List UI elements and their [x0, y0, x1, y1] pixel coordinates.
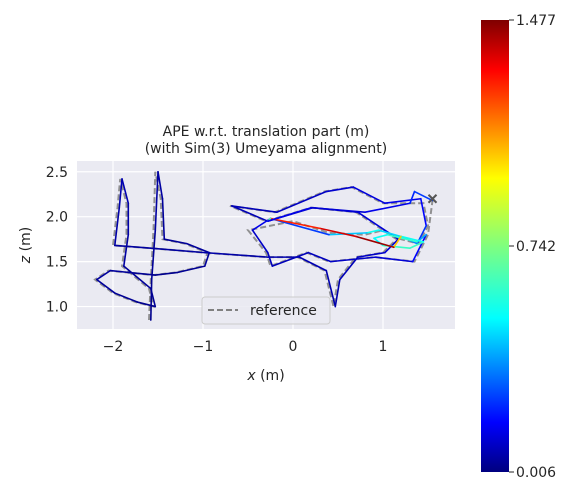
estimate-segment: [231, 205, 269, 222]
y-axis-unit: (m): [18, 227, 34, 256]
end-marker-stroke: [427, 194, 438, 204]
estimate-segment: [400, 235, 425, 243]
colorbar-label-max: 1.477: [516, 13, 556, 29]
estimate-segment: [266, 206, 312, 222]
estimate-segment: [269, 217, 321, 230]
estimate-segment: [161, 197, 166, 240]
estimate-segment: [204, 251, 269, 258]
estimate-segment: [150, 287, 157, 308]
estimate-segment: [310, 206, 366, 214]
estimate-segment: [419, 197, 428, 227]
estimate-segment: [231, 205, 278, 214]
estimate-segment: [186, 242, 211, 254]
legend-reference-label: reference: [250, 303, 317, 319]
estimate-segment: [334, 278, 341, 308]
estimate-segment: [150, 278, 153, 321]
estimate-segment: [328, 232, 368, 236]
chart-title-line1: APE w.r.t. translation part (m): [163, 124, 370, 140]
estimate-segment: [409, 190, 416, 205]
x-tick-label: −2: [103, 339, 124, 355]
x-tick-labels: −2 −1 0 1: [103, 339, 388, 355]
estimate-segment: [377, 229, 402, 238]
y-tick-label: 2.0: [46, 210, 68, 226]
x-axis-label: x (m): [246, 368, 284, 384]
estimate-segment: [329, 256, 377, 263]
estimate-segment: [114, 244, 152, 249]
estimate-segment: [411, 233, 428, 263]
legend: reference: [201, 296, 331, 325]
estimate-segment: [386, 233, 419, 243]
estimate-segment: [373, 233, 389, 240]
estimate-segment: [177, 265, 206, 274]
x-tick-label: 1: [379, 339, 388, 355]
estimate-segment: [118, 178, 123, 209]
y-tick-label: 1.5: [46, 255, 68, 271]
colorbar: 1.477 0.742 0.006: [481, 13, 556, 481]
estimate-segment: [204, 251, 211, 267]
y-tick-label: 2.5: [46, 165, 68, 181]
x-axis-var: x: [246, 368, 256, 384]
colorbar-label-mid: 0.742: [516, 239, 556, 255]
chart-title-line2: (with Sim(3) Umeyama alignment): [145, 141, 388, 157]
estimate-segment: [356, 251, 386, 258]
y-axis-var: z: [18, 255, 34, 264]
y-tick-label: 1.0: [46, 300, 68, 316]
estimate-segment: [123, 265, 152, 290]
estimate-segment: [413, 190, 434, 202]
estimate-segment: [298, 256, 328, 272]
x-tick-label: 0: [289, 339, 298, 355]
estimate-segment: [392, 235, 402, 249]
estimate-segment: [121, 178, 130, 205]
estimate-segment: [251, 229, 269, 254]
estimate-segment: [319, 227, 357, 238]
estimate-segment: [409, 241, 425, 249]
colorbar-label-min: 0.006: [516, 465, 556, 481]
estimate-segment: [109, 269, 130, 274]
estimated-trajectory: [96, 170, 434, 321]
colorbar-gradient: [481, 20, 509, 472]
estimate-segment: [114, 292, 139, 303]
estimate-segment: [275, 190, 328, 214]
estimate-segment: [154, 170, 159, 231]
estimate-segment: [123, 233, 130, 267]
end-marker: [427, 194, 438, 204]
estimate-segment: [365, 229, 380, 234]
estimate-segment: [356, 211, 400, 240]
estimate-segment: [114, 206, 121, 247]
estimate-segment: [266, 251, 274, 267]
estimate-segment: [163, 238, 188, 245]
estimate-segment: [352, 186, 386, 205]
estimate-segment: [157, 170, 164, 200]
y-axis-label: z (m): [18, 227, 34, 264]
estimate-segment: [364, 202, 411, 214]
estimate-segment: [96, 278, 116, 294]
estimate-segment: [271, 251, 310, 267]
estimate-segment: [338, 256, 359, 281]
estimate-segment: [325, 186, 355, 193]
x-tick-label: −1: [193, 339, 214, 355]
estimate-segment: [355, 235, 395, 249]
estimate-segment: [150, 247, 206, 254]
estimate-segment: [383, 197, 422, 205]
estimate-segment: [307, 251, 332, 263]
y-tick-labels: 1.0 1.5 2.0 2.5: [46, 165, 68, 316]
x-axis-unit: (m): [256, 368, 285, 384]
estimate-segment: [150, 229, 157, 281]
estimate-segment: [96, 269, 112, 281]
estimate-segment: [374, 256, 414, 263]
estimate-segment: [154, 271, 179, 276]
estimate-segment: [136, 301, 157, 308]
estimate-segment: [325, 269, 337, 308]
legend-box: [201, 296, 331, 325]
grid-lines: [77, 161, 455, 329]
